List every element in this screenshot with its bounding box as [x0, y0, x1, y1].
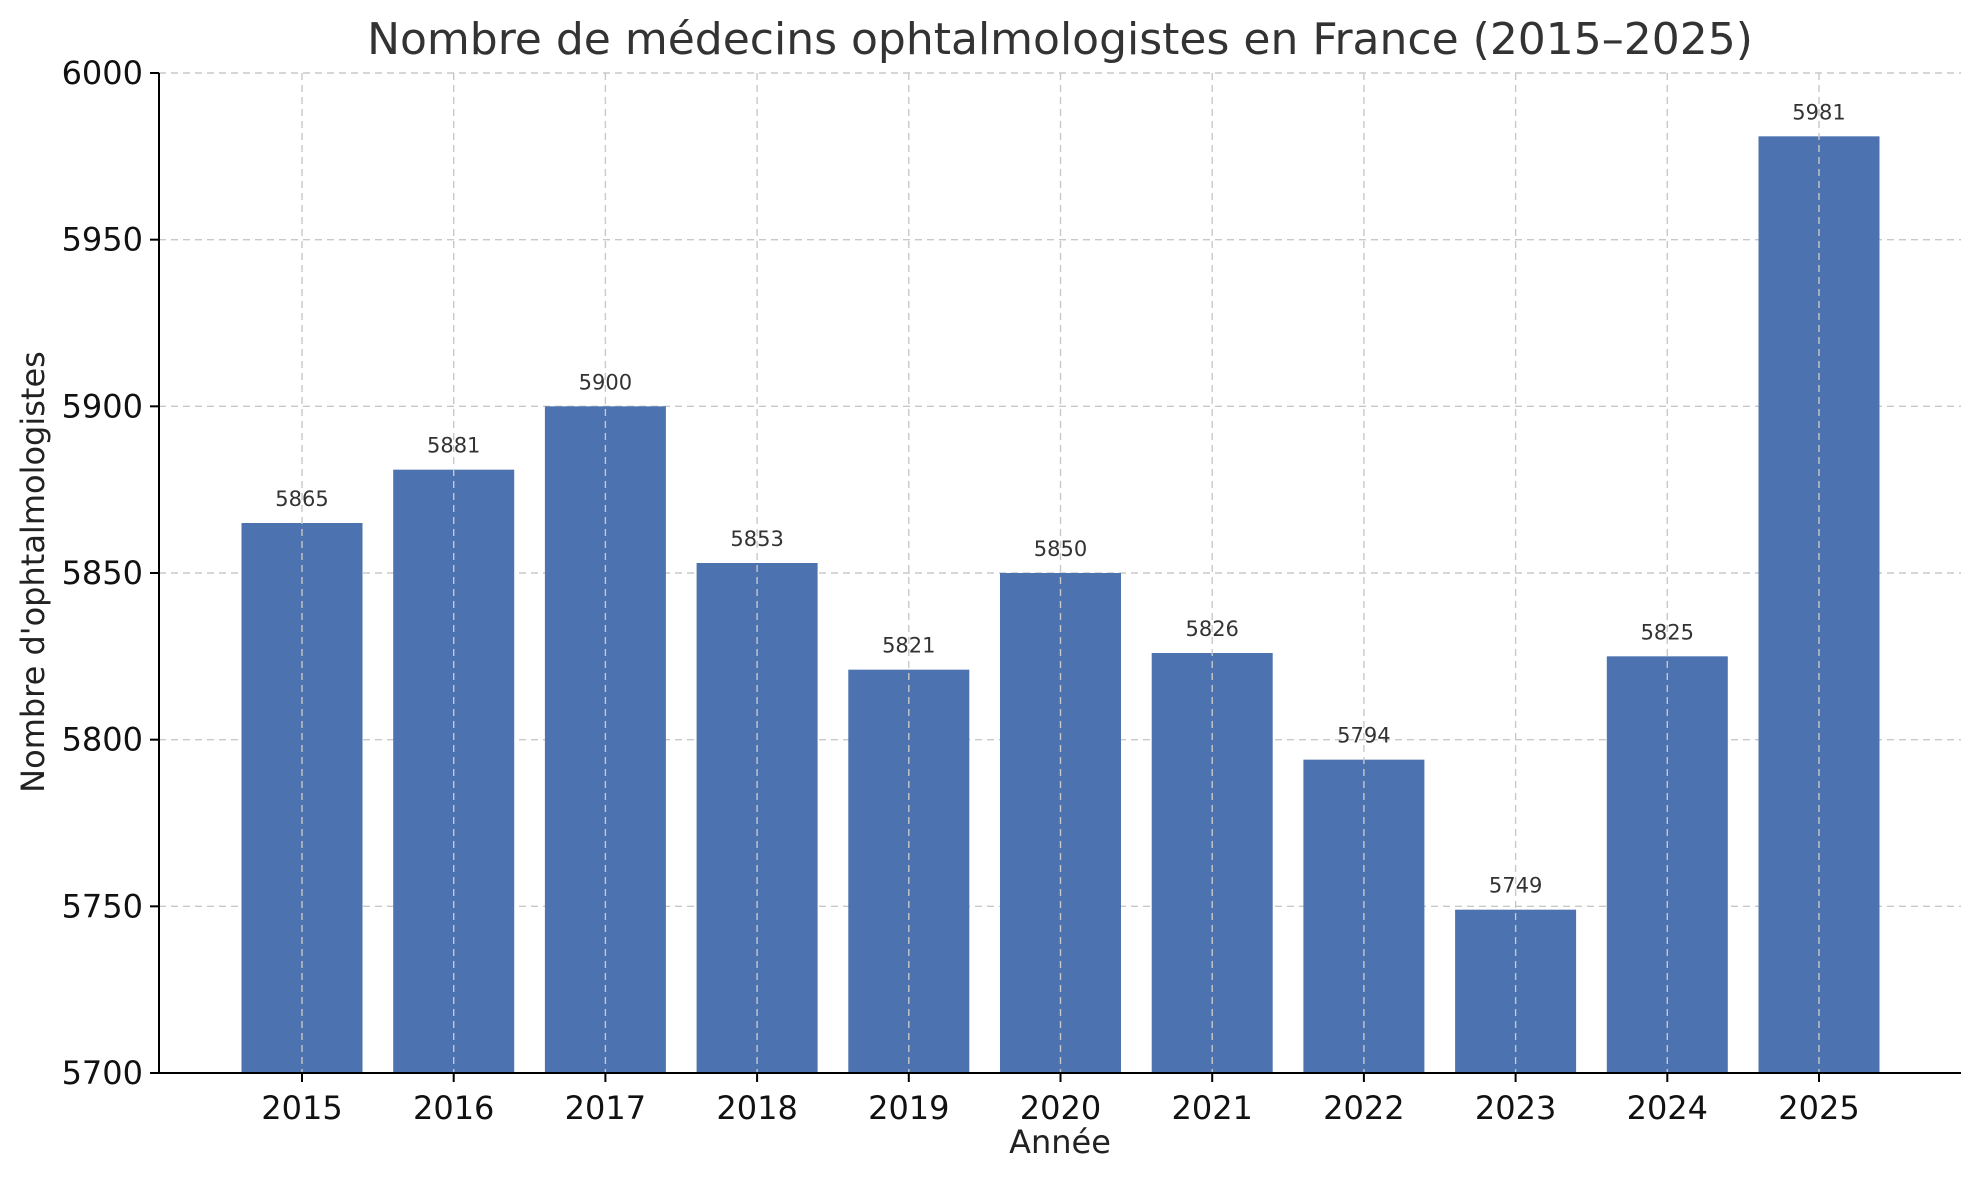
- data-label: 5749: [1489, 874, 1542, 898]
- data-label: 5794: [1337, 724, 1390, 748]
- x-tick-label: 2018: [716, 1089, 797, 1127]
- data-label: 5981: [1792, 100, 1845, 124]
- data-label: 5825: [1641, 620, 1694, 644]
- data-label: 5850: [1034, 537, 1087, 561]
- data-label: 5900: [579, 370, 632, 394]
- x-tick-label: 2025: [1778, 1089, 1859, 1127]
- axes: 5700 5750 5800 5850 5900 5950 6000 2015 2016 2017…: [62, 54, 1961, 1127]
- x-tick-label: 2019: [868, 1089, 949, 1127]
- data-label: 5821: [882, 634, 935, 658]
- y-tick-label: 5800: [62, 721, 143, 759]
- data-label: 5865: [275, 487, 328, 511]
- data-labels: 5865 5881 5900 5853 5821 5850 5826 5794 5749 5825…: [275, 100, 1845, 897]
- x-tick-label: 2015: [261, 1089, 342, 1127]
- data-label: 5853: [730, 527, 783, 551]
- data-label: 5881: [427, 434, 480, 458]
- y-tick-label: 5950: [62, 221, 143, 259]
- x-tick-label: 2017: [565, 1089, 646, 1127]
- y-tick-label: 5850: [62, 554, 143, 592]
- grid-overlay: [301, 73, 1820, 1073]
- x-tick-label: 2024: [1627, 1089, 1708, 1127]
- x-tick-label: 2021: [1171, 1089, 1252, 1127]
- x-tick-label: 2020: [1020, 1089, 1101, 1127]
- x-tick-label: 2016: [413, 1089, 494, 1127]
- x-tick-label: 2022: [1323, 1089, 1404, 1127]
- data-label: 5826: [1185, 617, 1238, 641]
- x-axis-label: Année: [1009, 1123, 1111, 1161]
- y-tick-label: 5700: [62, 1054, 143, 1092]
- y-tick-label: 6000: [62, 54, 143, 92]
- y-tick-label: 5900: [62, 387, 143, 425]
- x-tick-label: 2023: [1475, 1089, 1556, 1127]
- y-tick-label: 5750: [62, 887, 143, 925]
- y-axis-label: Nombre d'ophtalmologistes: [14, 351, 52, 793]
- chart-title: Nombre de médecins ophtalmologistes en F…: [367, 14, 1753, 65]
